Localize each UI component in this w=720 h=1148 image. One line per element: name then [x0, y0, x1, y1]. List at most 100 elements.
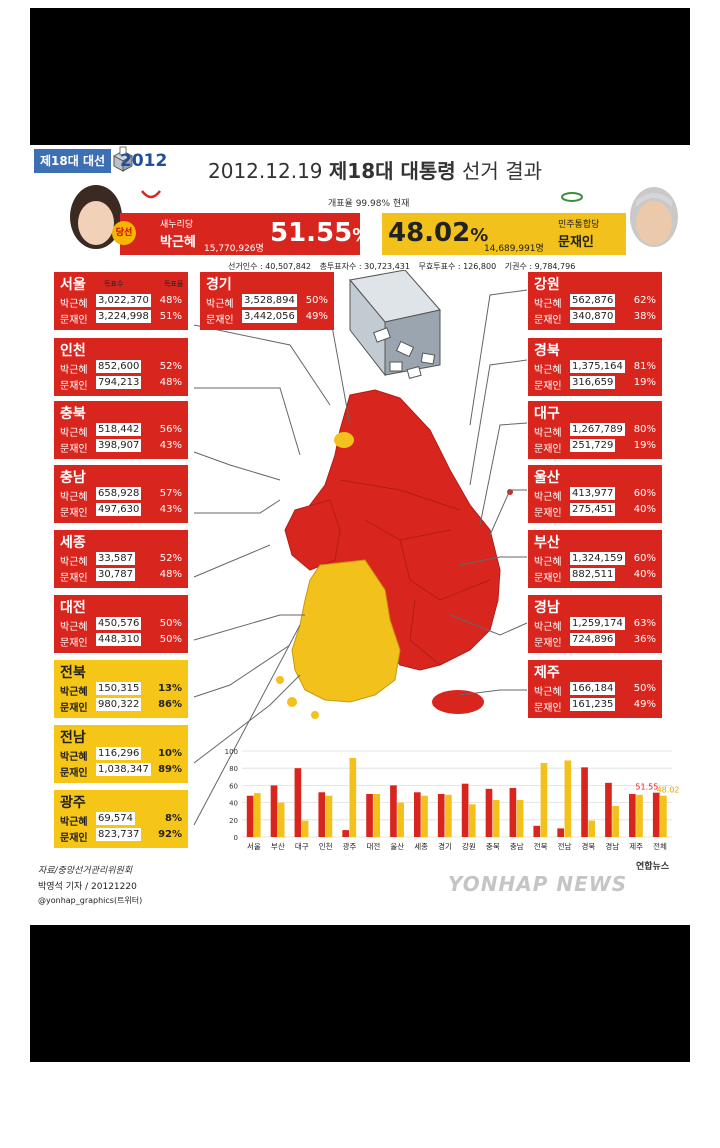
- total-value-label: 51.55: [635, 783, 658, 792]
- x-tick-label: 전남: [558, 841, 572, 851]
- region-name: 경북: [534, 343, 560, 359]
- park-row: 박근혜 1,267,789 80%: [534, 423, 656, 439]
- region-name: 강원: [534, 277, 560, 293]
- bar-park: [652, 792, 660, 837]
- moon-rate-value: 43%: [159, 440, 182, 451]
- bar-park: [342, 830, 349, 837]
- x-tick-label: 충남: [510, 842, 524, 851]
- moon-votes-value: 340,870: [570, 310, 616, 323]
- turnout-stats: 선거인수 : 40,507,842 총투표자수 : 30,723,431 무효투…: [228, 262, 576, 271]
- bar-park: [246, 795, 254, 837]
- credit-line: 박영석 기자 / 20121220: [38, 882, 137, 892]
- park-row: 박근혜 69,574 8%: [60, 812, 182, 828]
- park-votes-value: 150,315: [96, 682, 142, 695]
- bar-moon: [468, 804, 476, 837]
- region-name: 인천: [60, 343, 86, 359]
- region-panel-daegu: 대구 박근혜 1,267,789 80% 문재인 251,729 19%: [528, 401, 662, 459]
- moon-votes-value: 980,322: [96, 698, 142, 711]
- top-black-bar: [30, 8, 690, 145]
- moon-row: 문재인 275,451 40%: [534, 503, 656, 519]
- bar-moon: [277, 802, 285, 837]
- total-value-label: 48.02: [657, 786, 680, 795]
- yonhap-logo: 연합뉴스: [636, 862, 670, 872]
- bar-moon: [445, 794, 452, 837]
- moon-row: 문재인 340,870 38%: [534, 310, 656, 326]
- region-name: 경기: [206, 277, 232, 293]
- park-rate-value: 50%: [305, 295, 328, 306]
- rate-header: 득표율: [164, 280, 184, 288]
- moon-rate-value: 48%: [159, 569, 182, 580]
- park-portrait: [70, 185, 122, 249]
- leader-lines: [193, 289, 528, 826]
- moon-rate-value: 19%: [633, 377, 656, 388]
- moon-rate-value: 92%: [158, 829, 182, 840]
- bar-moon: [612, 806, 619, 837]
- bar-park: [629, 794, 636, 837]
- moon-row: 문재인 724,896 36%: [534, 633, 656, 649]
- park-row: 박근혜 852,600 52%: [60, 360, 182, 376]
- park-row: 박근혜 33,587 52%: [60, 552, 182, 568]
- region-panel-chungbuk: 충북 박근혜 518,442 56% 문재인 398,907 43%: [54, 401, 188, 459]
- bar-park: [581, 767, 588, 837]
- ballot-box-illustration: [349, 270, 441, 379]
- moon-rate-value: 49%: [633, 699, 656, 710]
- bar-moon: [325, 795, 333, 837]
- park-votes-value: 518,442: [96, 423, 142, 436]
- park-votes-value: 852,600: [96, 360, 142, 373]
- park-votes-value: 33,587: [96, 552, 135, 565]
- park-row: 박근혜 166,184 50%: [534, 682, 656, 698]
- bar-moon: [492, 800, 500, 837]
- moon-votes-value: 823,737: [96, 828, 142, 841]
- region-name: 전북: [60, 665, 86, 681]
- moon-votes-value: 275,451: [570, 503, 616, 516]
- bar-park: [294, 768, 302, 837]
- election-tag: 제18대 대선: [34, 149, 112, 173]
- x-tick-label: 경남: [605, 841, 619, 851]
- moon-rate-value: 86%: [158, 699, 182, 710]
- park-rate-value: 52%: [159, 361, 182, 372]
- moon-votes-value: 30,787: [96, 568, 135, 581]
- park-votes-value: 413,977: [570, 487, 616, 500]
- region-panel-ulsan: 울산 박근혜 413,977 60% 문재인 275,451 40%: [528, 465, 662, 523]
- moon-rate-value: 50%: [159, 634, 182, 645]
- region-panel-daejeon: 대전 박근혜 450,576 50% 문재인 448,310 50%: [54, 595, 188, 653]
- park-row: 박근혜 658,928 57%: [60, 487, 182, 503]
- bar-moon: [564, 760, 572, 837]
- bar-moon: [301, 820, 309, 837]
- park-votes-value: 1,375,164: [570, 360, 625, 373]
- source-note: 자료/중앙선거관리위원회: [38, 866, 133, 876]
- bar-moon: [397, 802, 404, 837]
- park-row: 박근혜 1,375,164 81%: [534, 360, 656, 376]
- region-panel-seoul: 서울 득표수 득표율 박근혜 3,022,370 48% 문재인 3,224,998 51%: [54, 272, 188, 330]
- bar-park: [437, 794, 445, 837]
- region-name: 제주: [534, 665, 560, 681]
- region-panel-chungnam: 충남 박근혜 658,928 57% 문재인 497,630 43%: [54, 465, 188, 523]
- moon-row: 문재인 398,907 43%: [60, 439, 182, 455]
- bar-moon: [660, 795, 667, 837]
- bar-park: [557, 828, 564, 837]
- moon-rate-value: 38%: [633, 311, 656, 322]
- moon-row: 문재인 794,213 48%: [60, 376, 182, 392]
- bar-moon: [540, 763, 548, 837]
- x-tick-label: 대전: [366, 841, 380, 851]
- moon-row: 문재인 448,310 50%: [60, 633, 182, 649]
- moon-row: 문재인 497,630 43%: [60, 503, 182, 519]
- region-panel-jeju: 제주 박근혜 166,184 50% 문재인 161,235 49%: [528, 660, 662, 718]
- region-panel-gangwon: 강원 박근혜 562,876 62% 문재인 340,870 38%: [528, 272, 662, 330]
- x-tick-label: 제주: [629, 842, 643, 851]
- page-title: 2012.12.19 제18대 대통령 선거 결과: [208, 159, 542, 183]
- bar-moon: [588, 820, 596, 837]
- moon-rate-value: 49%: [305, 311, 328, 322]
- moon-row: 문재인 980,322 86%: [60, 698, 182, 714]
- win-badge: 당선: [112, 221, 136, 245]
- park-rate-value: 52%: [159, 553, 182, 564]
- y-tick-label: 60: [229, 782, 238, 790]
- park-rate-value: 60%: [633, 488, 656, 499]
- region-panel-gwangju: 광주 박근혜 69,574 8% 문재인 823,737 92%: [54, 790, 188, 848]
- bar-moon: [636, 794, 643, 837]
- region-name: 광주: [60, 795, 86, 811]
- bar-park: [390, 785, 397, 837]
- moon-row: 문재인 3,442,056 49%: [206, 310, 328, 326]
- bar-moon: [516, 800, 524, 837]
- korea-map: [276, 270, 513, 719]
